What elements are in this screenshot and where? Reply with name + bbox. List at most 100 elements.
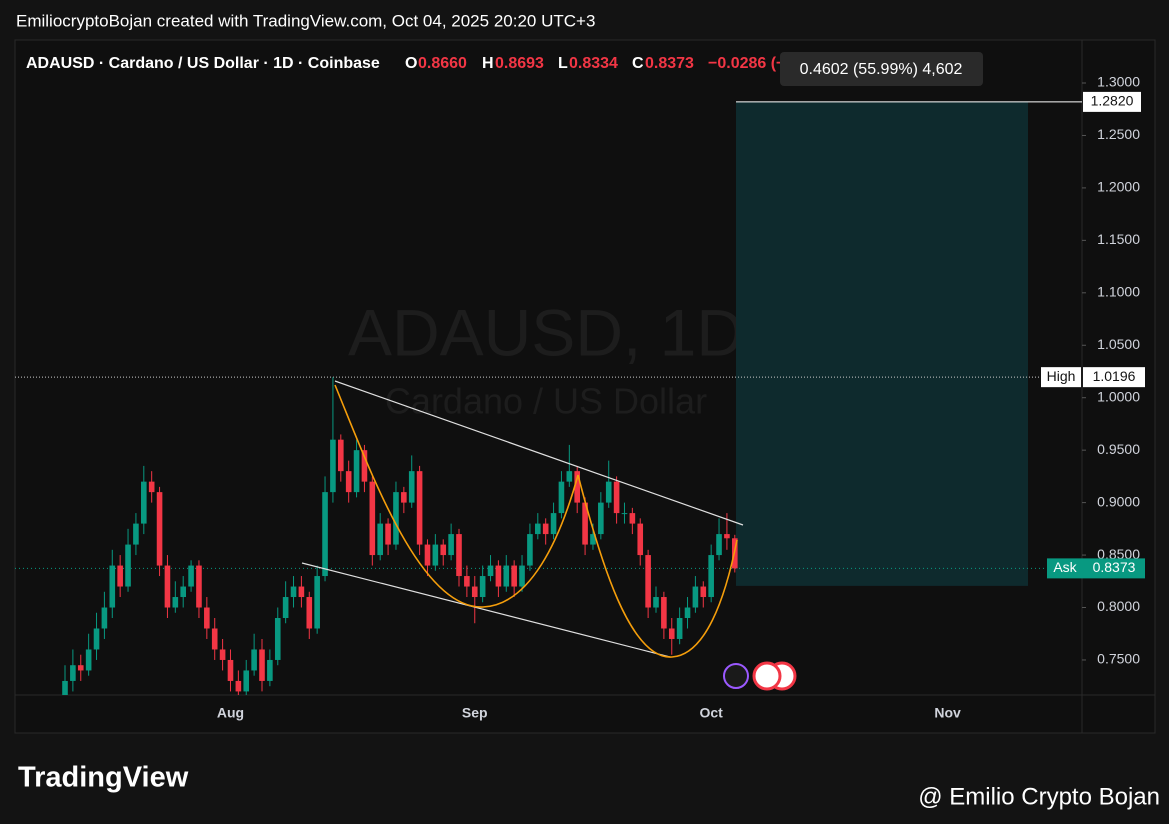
header: ADAUSD · Cardano / US Dollar · 1D · Coin… — [26, 55, 836, 72]
candle-body — [432, 544, 439, 566]
candle-body — [495, 565, 502, 587]
high-name: High — [1047, 368, 1076, 384]
c-value: 0.8373 — [645, 55, 694, 72]
high-price-label: 1.0196 — [1093, 368, 1136, 384]
candle-body — [724, 534, 730, 539]
target-info-text: 0.4602 (55.99%) 4,602 — [800, 61, 963, 78]
event-icon — [723, 663, 749, 689]
x-tick-label: Sep — [462, 705, 488, 721]
ask-name-box — [1047, 558, 1083, 579]
target-zone — [736, 101, 1028, 586]
candle-body — [645, 555, 651, 608]
candle-body — [109, 565, 116, 608]
candle-body — [101, 607, 108, 629]
candle-body — [180, 586, 186, 598]
candle-body — [290, 586, 297, 598]
x-tick-label: Nov — [934, 705, 961, 721]
candle-body — [582, 502, 588, 545]
candle-body — [85, 649, 92, 671]
candle-body — [416, 471, 423, 545]
candle-body — [692, 586, 699, 608]
y-tick-label: 1.0000 — [1097, 388, 1140, 404]
target-info: 0.4602 (55.99%) 4,602 — [780, 52, 983, 86]
candle-body — [345, 471, 352, 493]
candle-body — [605, 481, 612, 503]
candle-body — [117, 565, 123, 587]
candle-body — [716, 534, 722, 556]
candle-body — [566, 471, 573, 482]
candle-body — [267, 659, 273, 681]
channel-lower — [301, 562, 671, 658]
candle-body — [219, 649, 226, 660]
ask-price-box — [1083, 558, 1145, 579]
candle-body — [172, 597, 179, 608]
candle-body — [550, 513, 557, 535]
event-icon — [752, 661, 782, 691]
candle-body — [653, 597, 659, 608]
cup-curve — [334, 384, 579, 608]
y-tick-label: 1.2500 — [1097, 126, 1140, 142]
candle-body — [637, 523, 644, 556]
candle-body — [487, 565, 494, 577]
candle-body — [211, 628, 218, 650]
brand: TradingView — [18, 762, 189, 794]
x-tick-label: Oct — [699, 705, 723, 721]
c-label: C — [632, 55, 644, 72]
candle-body — [259, 649, 265, 681]
candle-body — [141, 481, 147, 524]
y-tick-label: 1.0500 — [1097, 336, 1140, 352]
candle-body — [621, 513, 628, 515]
candle-body — [708, 555, 714, 598]
candle-body — [668, 628, 675, 639]
candle-body — [322, 492, 328, 577]
candle-body — [503, 565, 510, 587]
candle-body — [196, 565, 202, 608]
candle-body — [385, 523, 391, 545]
candle-body — [464, 576, 470, 587]
drawings — [301, 380, 744, 658]
candle-body — [274, 618, 281, 660]
y-tick-label: 1.2000 — [1097, 179, 1140, 195]
y-tick-label: 0.7500 — [1097, 651, 1140, 667]
candle-body — [479, 576, 486, 598]
watermark-subtitle: Cardano / US Dollar — [385, 381, 707, 422]
l-label: L — [558, 55, 568, 72]
candle-body — [629, 513, 636, 524]
author: @ Emilio Crypto Bojan — [918, 783, 1160, 810]
candle-body — [542, 523, 549, 535]
candle-body — [676, 618, 683, 639]
candle-body — [62, 680, 68, 695]
candle-body — [393, 492, 399, 545]
ask-price-label: 0.8373 — [1093, 559, 1136, 575]
candle-body — [369, 481, 376, 556]
y-tick-label: 0.9000 — [1097, 493, 1140, 509]
candle-body — [70, 665, 76, 681]
ask-name: Ask — [1053, 559, 1077, 575]
candle-body — [188, 565, 194, 587]
candle-body — [125, 544, 131, 587]
candle-body — [511, 565, 517, 587]
candle-body — [590, 534, 596, 545]
candle-body — [408, 471, 415, 503]
candle-body — [456, 534, 462, 577]
candle-body — [519, 565, 525, 587]
candle-body — [338, 439, 344, 472]
candle-body — [377, 523, 383, 556]
l-value: 0.8334 — [569, 55, 618, 72]
candle-body — [298, 586, 305, 598]
candle-body — [204, 607, 210, 629]
high-price-box — [1083, 367, 1145, 388]
candle-body — [330, 439, 336, 493]
candle-body — [613, 481, 620, 514]
watermark-title: ADAUSD, 1D — [348, 295, 744, 369]
o-label: O — [405, 55, 417, 72]
candle-body — [527, 534, 533, 566]
candle-body — [353, 450, 360, 493]
y-tick-label: 0.8000 — [1097, 598, 1140, 614]
candle-body — [661, 597, 667, 629]
candle-body — [235, 680, 242, 692]
byline: EmiliocryptoBojan created with TradingVi… — [16, 11, 595, 30]
y-tick-label: 1.3000 — [1097, 74, 1140, 90]
candle-body — [282, 597, 289, 619]
